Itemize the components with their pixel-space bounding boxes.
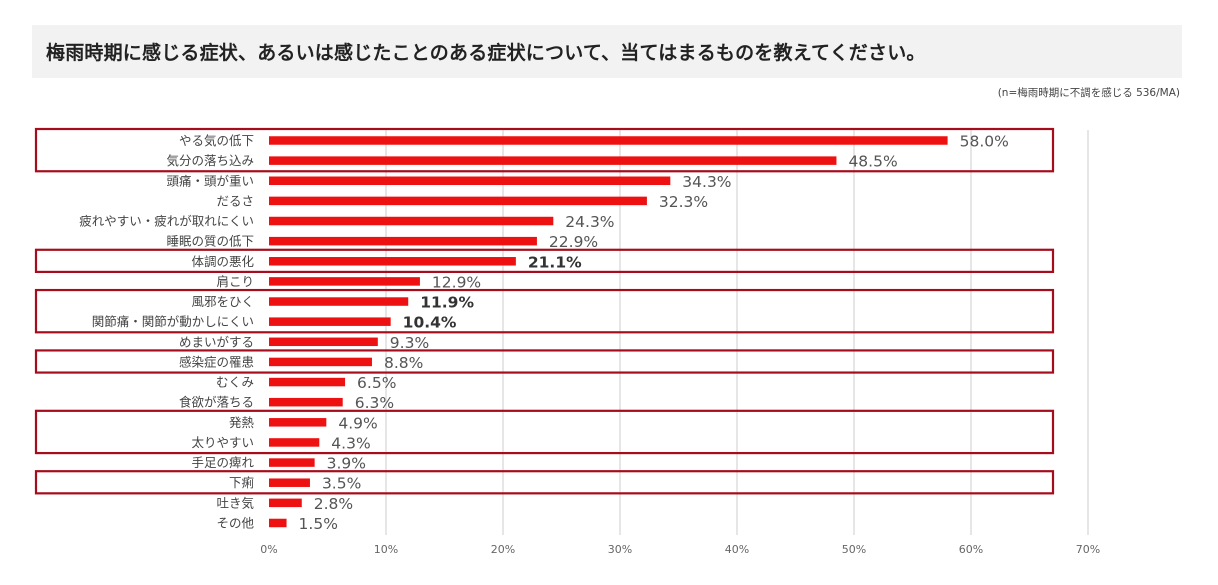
value-label: 4.3% [331, 434, 370, 452]
category-label: むくみ [216, 375, 254, 390]
value-labels: 58.0% 48.5% 34.3% 32.3% 24.3% 22.9% 21.1% 12.9%… [299, 133, 1009, 533]
category-label: だるさ [216, 193, 254, 208]
value-label: 21.1% [528, 253, 582, 271]
category-label: 吐き気 [216, 495, 254, 510]
value-label: 58.0% [960, 133, 1009, 151]
x-tick-label: 30% [608, 543, 632, 556]
highlight-box [34, 409, 1055, 455]
category-label: やる気の低下 [179, 133, 254, 148]
x-tick-label: 20% [491, 543, 515, 556]
highlight-box [34, 288, 1055, 334]
bar [269, 458, 315, 467]
highlight-box [34, 127, 1055, 173]
bar [269, 498, 302, 508]
bars [269, 136, 948, 528]
x-tick-label: 40% [725, 543, 749, 556]
category-label: 下痢 [229, 475, 254, 490]
category-label: 感染症の罹患 [179, 354, 254, 369]
bar [269, 176, 671, 186]
value-label: 34.3% [682, 173, 731, 191]
value-label: 6.5% [357, 374, 396, 392]
category-label: めまいがする [179, 334, 254, 349]
bar [269, 397, 343, 407]
x-tick-label: 70% [1076, 543, 1100, 556]
value-label: 24.3% [565, 213, 614, 231]
x-tick-label: 60% [959, 543, 983, 556]
value-label: 1.5% [299, 515, 338, 533]
category-label: 疲れやすい・疲れが取れにくい [79, 214, 254, 229]
category-label: 風邪をひく [191, 294, 254, 309]
value-label: 6.3% [355, 394, 394, 412]
bar [269, 518, 287, 528]
bar [269, 216, 554, 226]
category-label: 太りやすい [191, 435, 254, 450]
category-label: 睡眠の質の低下 [166, 234, 254, 249]
x-axis-tick-labels: 0% 10% 20% 30% 40% 50% 60% 70% [260, 543, 1100, 556]
category-label: その他 [216, 515, 254, 530]
x-tick-label: 0% [260, 543, 277, 556]
category-label: 体調の悪化 [191, 254, 254, 269]
bar [269, 297, 409, 306]
bar [269, 196, 647, 206]
bar [269, 337, 378, 347]
bar [269, 257, 516, 266]
value-label: 3.5% [322, 475, 361, 493]
value-label: 10.4% [403, 314, 457, 332]
value-label: 9.3% [390, 334, 429, 352]
x-tick-label: 10% [374, 543, 398, 556]
value-label: 48.5% [848, 153, 897, 171]
category-label: 気分の落ち込み [166, 153, 254, 168]
highlight-box [34, 349, 1055, 374]
x-tick-label: 50% [842, 543, 866, 556]
value-label: 2.8% [314, 495, 353, 513]
bar [269, 236, 537, 246]
value-label: 32.3% [659, 193, 708, 211]
value-label: 11.9% [420, 294, 474, 312]
bar [269, 357, 372, 367]
category-label: 手足の痺れ [191, 455, 254, 470]
bar [269, 317, 391, 326]
bar [269, 478, 310, 487]
bar [269, 156, 837, 165]
bar [269, 136, 948, 145]
highlight-box [34, 248, 1055, 274]
value-label: 3.9% [327, 455, 366, 473]
value-label: 12.9% [432, 273, 481, 291]
bar [269, 377, 346, 387]
highlight-box [34, 470, 1055, 495]
bar [269, 277, 420, 286]
title-band: 梅雨時期に感じる症状、あるいは感じたことのある症状について、当てはまるものを教え… [32, 25, 1182, 78]
value-label: 8.8% [384, 354, 423, 372]
category-labels: やる気の低下気分の落ち込み頭痛・頭が重いだるさ疲れやすい・疲れが取れにくい睡眠の… [79, 133, 254, 530]
sample-note: (n=梅雨時期に不調を感じる 536/MA) [997, 87, 1180, 99]
category-label: 頭痛・頭が重い [166, 173, 254, 188]
category-label: 発熱 [229, 415, 255, 430]
category-label: 肩こり [216, 274, 254, 289]
highlight-boxes [34, 127, 1055, 495]
category-label: 関節痛・関節が動かしにくい [92, 314, 254, 329]
category-label: 食欲が落ちる [179, 395, 254, 410]
value-label: 22.9% [549, 233, 598, 251]
bar [269, 438, 320, 447]
value-label: 4.9% [338, 414, 377, 432]
bar [269, 418, 327, 427]
chart-title: 梅雨時期に感じる症状、あるいは感じたことのある症状について、当てはまるものを教え… [46, 42, 926, 64]
